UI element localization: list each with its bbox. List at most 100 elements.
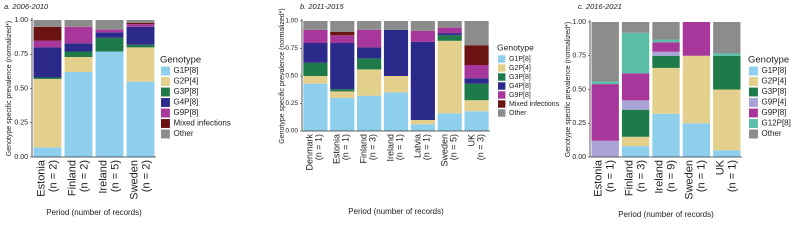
y-tick-label: 0.00 bbox=[14, 154, 28, 161]
bar-segment bbox=[652, 55, 680, 68]
legend-swatch bbox=[749, 119, 758, 128]
bar-segment bbox=[621, 32, 650, 74]
bar-segment bbox=[591, 22, 619, 82]
bar-segment bbox=[437, 35, 462, 41]
bar-segment bbox=[621, 100, 650, 110]
legend-label: Mixed infections bbox=[174, 119, 231, 128]
bar-segment bbox=[126, 47, 155, 82]
x-tick-label: Finland (n = 3) bbox=[623, 160, 647, 197]
y-tick-label: 1.00 bbox=[572, 19, 586, 26]
bar-segment bbox=[410, 21, 435, 31]
bar-segment bbox=[303, 62, 328, 76]
bar-segment bbox=[437, 113, 462, 131]
bar-segment bbox=[357, 95, 382, 131]
bar-segment bbox=[410, 41, 435, 120]
y-tick-label: 0.25 bbox=[14, 120, 28, 127]
bar-segment bbox=[437, 21, 462, 28]
bar-segment bbox=[437, 27, 462, 34]
y-axis-label: Genotype specific prevalence (normalized… bbox=[6, 21, 13, 156]
bar-segment bbox=[410, 30, 435, 42]
y-tick-label: 0.75 bbox=[572, 53, 586, 60]
x-tick-label: Sweden (n = 5) bbox=[439, 134, 459, 167]
legend-label: G1P[8] bbox=[174, 66, 199, 75]
y-tick-label: 0.75 bbox=[285, 45, 298, 52]
legend-swatch bbox=[161, 87, 170, 97]
bar-segment bbox=[652, 51, 680, 56]
bar-segment bbox=[303, 83, 328, 131]
legend-swatch bbox=[161, 66, 170, 76]
bar-segment bbox=[303, 21, 328, 30]
legend-swatch bbox=[749, 98, 758, 107]
bar-segment bbox=[682, 123, 711, 157]
x-tick-label: Finland (n = 3) bbox=[358, 134, 379, 164]
x-axis-label: Period (number of records) bbox=[46, 208, 142, 217]
legend-label: Mixed infections bbox=[509, 101, 560, 108]
y-tick-label: 0.75 bbox=[14, 51, 28, 58]
bar-segment bbox=[383, 92, 409, 131]
bar-segment bbox=[383, 76, 409, 93]
bar-segment bbox=[95, 32, 124, 38]
legend-swatch bbox=[498, 109, 506, 117]
legend-label: G9P[8] bbox=[174, 108, 199, 117]
y-axis-label: Genotype specific prevalence (normalized… bbox=[279, 8, 286, 143]
bar-segment bbox=[330, 21, 355, 32]
legend-swatch bbox=[749, 129, 758, 139]
legend-swatch bbox=[161, 129, 170, 139]
bar-segment bbox=[330, 91, 355, 98]
legend-label: G3P[8] bbox=[762, 87, 787, 96]
legend-title: Genotype bbox=[748, 55, 789, 66]
bar-segment bbox=[126, 26, 155, 45]
bar-segment bbox=[410, 120, 435, 125]
bar-segment bbox=[383, 21, 409, 30]
legend-swatch bbox=[161, 77, 170, 86]
bar-segment bbox=[621, 109, 650, 137]
bar-segment bbox=[464, 78, 489, 84]
legend-swatch bbox=[498, 100, 506, 108]
legend-label: Other bbox=[174, 129, 194, 138]
bar-segment bbox=[126, 22, 155, 25]
bar-segment bbox=[357, 69, 382, 96]
bar-segment bbox=[652, 39, 680, 43]
bar-segment bbox=[713, 150, 741, 157]
figure: a. 2006-2010 Genotype specific prevalence… bbox=[4, 2, 791, 219]
y-tick-label: 0.50 bbox=[285, 73, 298, 80]
y-tick-label: 0.00 bbox=[285, 128, 298, 135]
bar-segment bbox=[33, 20, 62, 27]
bar-segment bbox=[64, 26, 93, 44]
y-axis-label: Genotype specific prevalence (normalized… bbox=[565, 22, 572, 157]
bar-segment bbox=[652, 42, 680, 52]
bar-segment bbox=[126, 81, 155, 157]
bar-segment bbox=[652, 113, 680, 157]
bar-segment bbox=[713, 22, 741, 54]
y-tick-label: 0.25 bbox=[572, 120, 586, 127]
x-axis-label: Period (number of records) bbox=[348, 207, 444, 216]
x-tick-label: Estonia (n = 1) bbox=[592, 160, 617, 197]
bar-segment bbox=[330, 98, 355, 131]
legend-swatch bbox=[161, 108, 170, 118]
bar-segment bbox=[64, 56, 93, 73]
legend-label: G12P[8] bbox=[762, 119, 791, 128]
x-tick-label: Estonia (n = 1) bbox=[331, 134, 352, 165]
bar-segment bbox=[437, 33, 462, 36]
x-tick-label: Sweden (n = 1) bbox=[683, 160, 708, 200]
bar-segment bbox=[410, 124, 435, 131]
legend-swatch bbox=[498, 64, 506, 72]
bar-segment bbox=[713, 53, 741, 56]
y-tick-label: 0.25 bbox=[285, 100, 298, 107]
bar-segment bbox=[621, 136, 650, 147]
bar-segment bbox=[33, 26, 62, 41]
panel-title: c. 2016-2021 bbox=[578, 2, 622, 11]
bar-segment bbox=[33, 77, 62, 79]
bar-segment bbox=[95, 37, 124, 52]
bar-segment bbox=[621, 146, 650, 157]
bar-segment bbox=[330, 43, 355, 90]
legend-label: Other bbox=[762, 129, 782, 138]
legend-swatch bbox=[498, 55, 506, 63]
legend-swatch bbox=[749, 66, 758, 76]
panel-title: b. 2011-2015 bbox=[300, 2, 344, 11]
bar-segment bbox=[682, 22, 711, 56]
bar-segment bbox=[126, 44, 155, 48]
x-tick-label: Finland (n = 2) bbox=[65, 160, 90, 197]
legend-swatch bbox=[749, 77, 758, 86]
x-tick-label: Ireland (n = 1) bbox=[385, 134, 405, 162]
